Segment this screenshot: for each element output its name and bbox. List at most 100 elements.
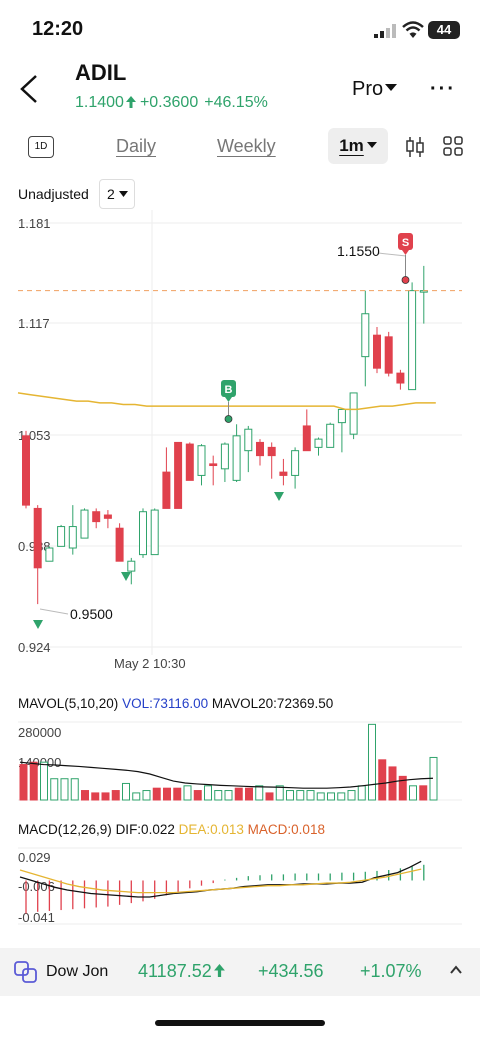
sell-marker[interactable]: S <box>398 233 413 284</box>
candle-body <box>57 526 66 547</box>
macd-grid <box>18 847 462 925</box>
candle-body <box>361 313 370 358</box>
tab-1d[interactable]: 1D <box>28 136 54 158</box>
volume-bar <box>398 775 407 801</box>
tab-weekly[interactable]: Weekly <box>217 136 276 156</box>
index-price: 41187.52 <box>138 961 225 982</box>
price-chart[interactable]: 1.181 1.117 1.053 0.988 0.924 May 2 10:3… <box>0 200 480 945</box>
candle-body <box>150 509 159 556</box>
candle-body <box>291 450 300 476</box>
candle-body <box>162 471 171 509</box>
candle-body <box>256 441 264 457</box>
low-annotation: 0.9500 <box>39 606 113 622</box>
candle-body <box>139 511 147 556</box>
more-menu-button[interactable]: ··· <box>430 78 456 100</box>
status-bar: 12:20 44 <box>0 0 480 60</box>
candlestick-type-icon[interactable] <box>404 136 426 158</box>
up-arrow-icon <box>213 964 225 977</box>
candle-body <box>279 471 288 476</box>
buy-marker[interactable]: B <box>221 380 236 423</box>
index-change: +434.56 <box>258 961 324 981</box>
index-name: Dow Jon <box>46 963 109 980</box>
grid-layout-icon[interactable] <box>443 136 463 156</box>
volume-bar <box>122 782 130 801</box>
volume-bar <box>193 790 202 801</box>
volume-bar <box>357 785 366 801</box>
volume-bar <box>234 787 243 801</box>
candle-body <box>244 428 253 452</box>
caret-down-icon <box>366 142 377 148</box>
battery-icon: 44 <box>428 21 460 39</box>
candles <box>22 265 428 605</box>
price-quote: 1.1400 +0.3600 +46.15% <box>75 94 274 112</box>
stock-symbol: ADIL <box>75 60 127 85</box>
status-time: 12:20 <box>32 18 84 40</box>
tab-daily[interactable]: Daily <box>116 136 157 156</box>
volume-bar <box>81 790 89 801</box>
candle-body <box>197 445 206 476</box>
dea-line <box>19 868 422 894</box>
volume-bar <box>91 792 100 801</box>
volume-bar <box>70 778 79 801</box>
back-arrow-icon[interactable] <box>16 72 46 106</box>
pro-dropdown[interactable]: Pro <box>352 78 398 101</box>
chevron-up-icon[interactable] <box>448 962 464 978</box>
moving-average-line <box>17 392 436 411</box>
macd-y-tick: -0.041 <box>18 910 55 925</box>
candle-body <box>408 290 417 391</box>
volume-bar <box>347 790 356 801</box>
home-indicator <box>155 1020 325 1026</box>
volume-bar <box>173 787 182 801</box>
volume-bar <box>275 785 284 801</box>
dif-line <box>19 860 422 898</box>
volume-y-tick: 140000 <box>18 755 61 770</box>
adjustment-label: Unadjusted <box>18 186 89 202</box>
last-price: 1.1400 <box>75 94 124 111</box>
candle-body <box>267 446 276 457</box>
cellular-signal-icon <box>374 24 396 38</box>
volume-y-tick: 280000 <box>18 725 61 740</box>
candle-body <box>220 443 229 470</box>
volume-bar <box>337 792 346 801</box>
macd-legend: MACD(12,26,9) DIF:0.022 DEA:0.013 MACD:0… <box>18 822 325 837</box>
volume-bar <box>409 785 417 801</box>
candle-body <box>68 526 77 549</box>
signal-triangles <box>33 492 284 629</box>
candle-body <box>115 527 124 562</box>
volume-bar <box>265 792 274 801</box>
candle-body <box>337 408 346 424</box>
volume-legend: MAVOL(5,10,20) VOL:73116.00 MAVOL20:7236… <box>18 696 334 711</box>
volume-bar <box>306 790 315 801</box>
volume-ma-line <box>19 761 434 789</box>
volume-bar <box>204 785 212 801</box>
candle-body <box>45 547 54 562</box>
volume-bar <box>19 764 28 801</box>
y-tick-label: 1.181 <box>18 216 51 231</box>
index-ticker-bar[interactable]: Dow Jon 41187.52 +434.56 +1.07% <box>0 948 480 996</box>
tab-1m-dropdown[interactable]: 1m <box>328 128 388 164</box>
volume-bar <box>255 785 264 801</box>
volume-bar <box>111 790 120 801</box>
wifi-icon <box>402 21 424 38</box>
volume-bar <box>101 792 110 801</box>
candle-body <box>185 443 194 481</box>
adjustment-select[interactable]: 2 <box>99 179 135 209</box>
volume-bar <box>327 792 335 801</box>
volume-bar <box>132 792 141 801</box>
index-change-pct: +1.07% <box>360 961 422 981</box>
candle-body <box>80 509 89 539</box>
volume-bar <box>40 761 48 801</box>
macd-y-tick: -0.006 <box>18 879 55 894</box>
volume-bar <box>388 766 397 801</box>
candle-body <box>209 463 218 467</box>
volume-bar <box>245 787 253 801</box>
volume-bar <box>50 778 59 801</box>
y-tick-label: 1.117 <box>18 316 50 331</box>
candle-body <box>349 392 358 435</box>
candle-body <box>396 372 405 384</box>
candle-body <box>373 334 381 369</box>
volume-bar <box>183 785 192 801</box>
y-tick-label: 0.924 <box>18 640 51 655</box>
candle-body <box>384 336 393 374</box>
low-price-label: 0.9500 <box>70 606 113 622</box>
